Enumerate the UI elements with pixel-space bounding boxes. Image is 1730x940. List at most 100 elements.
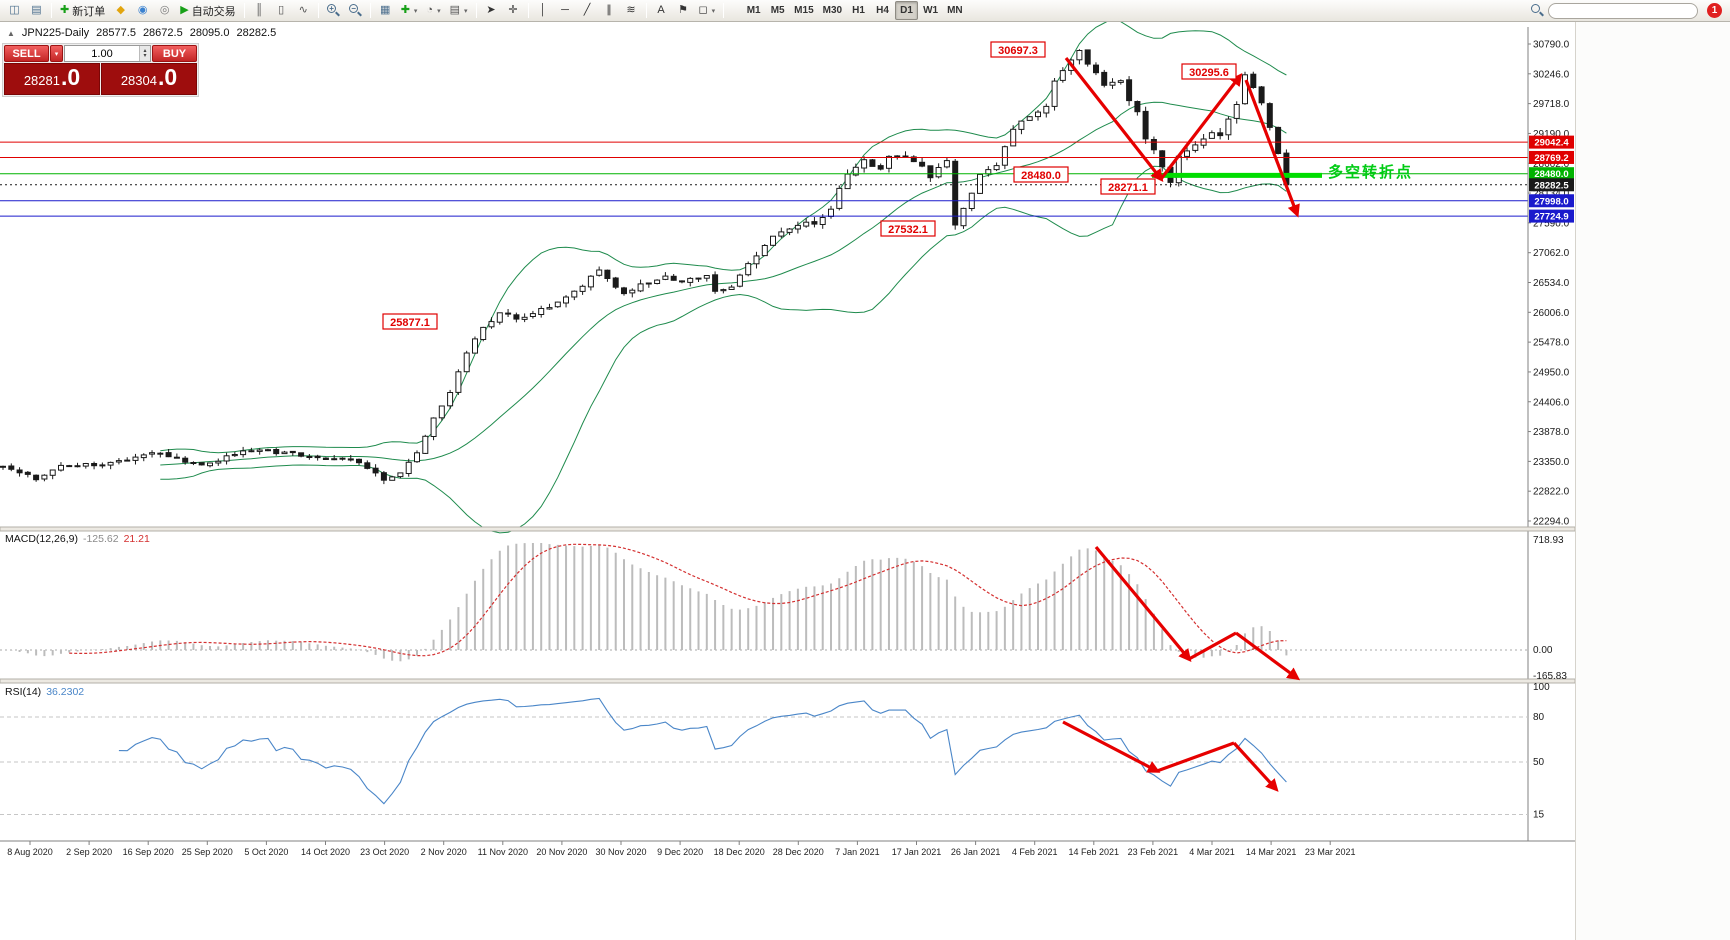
horizontal-level-lines[interactable] (0, 141, 1528, 217)
vertical-line-button[interactable]: │ (533, 1, 554, 20)
price-annotation-labels[interactable]: 30697.3 30295.6 28480.0 28271.1 27532.1 25877… (382, 41, 1237, 330)
crosshair-button[interactable]: ✛ (503, 1, 524, 20)
community-button[interactable]: ◉ (132, 1, 153, 20)
timeframe-h4[interactable]: H4 (876, 5, 889, 16)
periods-icon: ◔ (426, 4, 434, 16)
buy-button[interactable]: BUY (152, 45, 197, 62)
svg-text:25877.1: 25877.1 (390, 317, 430, 329)
svg-text:7 Jan 2021: 7 Jan 2021 (835, 847, 880, 857)
sell-price-display[interactable]: 28281.0 (4, 63, 100, 95)
horizontal-line-button[interactable]: ─ (555, 1, 576, 20)
templates-icon: ▤ (449, 4, 460, 16)
svg-text:14 Oct 2020: 14 Oct 2020 (301, 847, 350, 857)
cursor-button[interactable]: ➤ (481, 1, 502, 20)
svg-text:23 Mar 2021: 23 Mar 2021 (1305, 847, 1356, 857)
text-button[interactable]: A (651, 1, 672, 20)
price-label-27532.1[interactable]: 27532.1 (880, 220, 936, 237)
ohlc-low: 28095.0 (189, 27, 230, 39)
svg-text:23 Feb 2021: 23 Feb 2021 (1128, 847, 1179, 857)
tile-windows-button[interactable]: ▦ (375, 1, 396, 20)
svg-text:27532.1: 27532.1 (888, 224, 928, 236)
cursor-icon: ➤ (486, 4, 496, 16)
price-label-30295.6[interactable]: 30295.6 (1181, 63, 1237, 80)
ohlc-high: 28672.5 (142, 27, 183, 39)
metaeditor-button[interactable]: ◆ (110, 1, 131, 20)
search-input[interactable] (1548, 2, 1698, 19)
timeframe-m15[interactable]: M15 (794, 5, 814, 16)
market-button[interactable]: ◎ (154, 1, 175, 20)
profiles-button[interactable]: ▤ (26, 1, 47, 20)
channel-button[interactable]: ∥ (599, 1, 620, 20)
timeframe-h1[interactable]: H1 (852, 5, 865, 16)
price-label-25877.1[interactable]: 25877.1 (382, 313, 438, 330)
new-chart-icon: ◫ (9, 4, 20, 16)
zoom-in-button[interactable]: + (323, 1, 344, 20)
price-label-28271.1[interactable]: 28271.1 (1100, 178, 1156, 195)
volume-stepper[interactable]: ▴ ▾ (139, 46, 150, 61)
indicators-button[interactable]: ✚ ▾ (397, 1, 422, 20)
timeframe-w1[interactable]: W1 (923, 5, 939, 16)
macd-histogram (10, 543, 1288, 662)
svg-text:50: 50 (1533, 757, 1545, 768)
trend-arrows-macd[interactable] (1094, 545, 1301, 681)
sell-button[interactable]: SELL (4, 45, 49, 62)
collapse-icon[interactable]: ▲ (7, 28, 15, 38)
zoom-out-button[interactable]: − (345, 1, 366, 20)
svg-text:16 Sep 2020: 16 Sep 2020 (123, 847, 174, 857)
candlestick-chart-button[interactable]: ▯ (271, 1, 292, 20)
shapes-button[interactable]: ◻ ▾ (695, 1, 720, 20)
rsi-label: RSI(14) 36.2302 (5, 686, 84, 698)
svg-text:28271.1: 28271.1 (1108, 182, 1148, 194)
search-box (1531, 2, 1698, 19)
panel-separator[interactable] (0, 526, 1575, 532)
timeframe-d1[interactable]: D1 (895, 1, 919, 20)
svg-text:24950.0: 24950.0 (1533, 367, 1570, 378)
rsi-name: RSI(14) (5, 686, 42, 698)
price-label-30697.3[interactable]: 30697.3 (990, 41, 1046, 58)
trendline-button[interactable]: ╱ (577, 1, 598, 20)
svg-text:15: 15 (1533, 810, 1545, 821)
buy-price-display[interactable]: 28304.0 (101, 63, 197, 95)
horizontal-line-icon: ─ (561, 4, 569, 16)
timeframe-m30[interactable]: M30 (822, 5, 843, 16)
trend-arrows-rsi[interactable] (1062, 720, 1279, 792)
svg-text:4 Feb 2021: 4 Feb 2021 (1012, 847, 1058, 857)
sell-options-dropdown[interactable]: ▾ (50, 45, 63, 62)
fibonacci-button[interactable]: ≋ (621, 1, 642, 20)
new-chart-button[interactable]: ◫ (4, 1, 25, 20)
bar-chart-button[interactable]: ║ (249, 1, 270, 20)
autotrade-button[interactable]: ▶ 自动交易 (176, 1, 239, 20)
rsi-value: 36.2302 (46, 686, 85, 698)
price-label-28480.0[interactable]: 28480.0 (1013, 166, 1069, 183)
svg-text:5 Oct 2020: 5 Oct 2020 (244, 847, 288, 857)
timeframe-mn[interactable]: MN (947, 5, 963, 16)
crosshair-icon: ✛ (508, 4, 518, 16)
periods-button[interactable]: ◔ ▾ (422, 1, 444, 20)
svg-text:23350.0: 23350.0 (1533, 457, 1570, 468)
new-order-button[interactable]: ✚ 新订单 (56, 1, 109, 20)
toolbar-separator (243, 3, 245, 18)
timeframe-m1[interactable]: M1 (746, 5, 761, 16)
zoom-out-icon: − (348, 4, 362, 17)
volume-input[interactable] (65, 46, 139, 61)
timeframe-m5[interactable]: M5 (770, 5, 785, 16)
svg-text:17 Jan 2021: 17 Jan 2021 (892, 847, 942, 857)
chevron-down-icon: ▾ (711, 7, 716, 15)
svg-text:29718.0: 29718.0 (1533, 99, 1570, 110)
pivot-annotation[interactable]: 多空转折点 (1328, 164, 1414, 181)
templates-button[interactable]: ▤ ▾ (446, 1, 472, 20)
svg-text:28480.0: 28480.0 (1021, 170, 1061, 182)
line-chart-button[interactable]: ∿ (293, 1, 314, 20)
chart-title-bar: ▲ JPN225-Daily 28577.5 28672.5 28095.0 2… (7, 27, 276, 39)
svg-text:23 Oct 2020: 23 Oct 2020 (360, 847, 409, 857)
trend-arrows-main[interactable] (1064, 57, 1300, 218)
fibonacci-icon: ≋ (626, 4, 636, 16)
notification-badge[interactable]: 1 (1707, 3, 1722, 18)
svg-text:0.00: 0.00 (1533, 645, 1553, 656)
label-button[interactable]: ⚑ (673, 1, 694, 20)
svg-text:26534.0: 26534.0 (1533, 278, 1570, 289)
macd-name: MACD(12,26,9) (5, 533, 78, 545)
panel-separator[interactable] (0, 678, 1575, 684)
svg-text:-165.83: -165.83 (1533, 671, 1567, 682)
svg-text:2 Nov 2020: 2 Nov 2020 (421, 847, 467, 857)
